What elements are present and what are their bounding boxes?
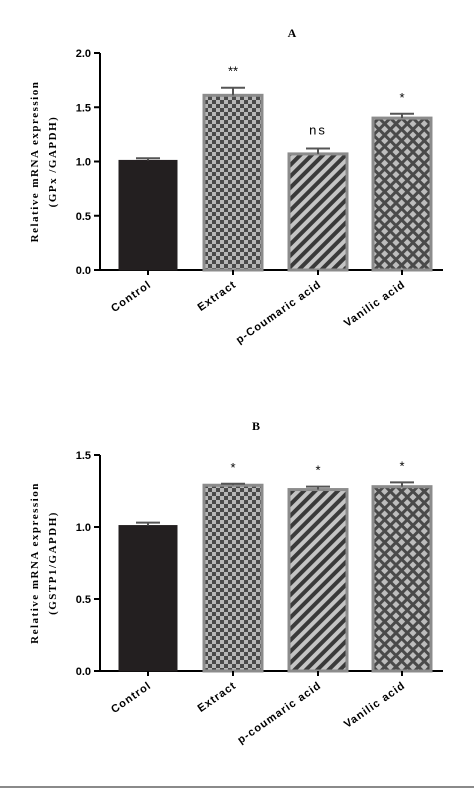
category-label: Control	[109, 680, 154, 716]
bar-extract	[202, 483, 264, 673]
category-label: Control	[109, 279, 154, 315]
y-tick-label: 0.0	[76, 265, 91, 277]
significance-label: **	[228, 64, 238, 79]
significance-label: *	[399, 458, 404, 473]
bar-control	[118, 159, 178, 271]
significance-label: *	[315, 463, 320, 478]
category-label: Vanilic acid	[342, 279, 408, 330]
y-tick-label: 2.0	[76, 48, 91, 60]
significance-label: *	[230, 460, 235, 475]
y-axis-label-line: Relative mRNA expression	[29, 482, 41, 644]
chart-b: B Relative mRNA expression (GSTP1/GAPDH) 0.…	[29, 419, 443, 746]
y-tick-label: 1.0	[76, 522, 91, 534]
bar-p-coumaric-acid	[287, 152, 349, 272]
y-axis-label-line: (GPx /GAPDH)	[47, 116, 59, 208]
bar-vanilic-acid	[371, 485, 433, 673]
bar-extract	[202, 93, 264, 272]
y-tick-label: 0.5	[76, 211, 91, 223]
bar-control	[118, 525, 178, 672]
chart-title: B	[252, 419, 260, 433]
bar-vanilic-acid	[371, 116, 433, 272]
chart-title: A	[288, 26, 297, 40]
y-tick-label: 1.0	[76, 157, 91, 169]
category-label: p-Coumaric acid	[234, 279, 324, 347]
chart-a: A Relative mRNA expression (GPx /GAPDH) 0.0…	[29, 26, 443, 346]
category-label: p-coumaric acid	[235, 680, 323, 747]
y-tick-label: 1.5	[76, 102, 91, 114]
category-label: Vanilic acid	[342, 680, 408, 731]
significance-label: *	[399, 90, 404, 105]
bar-p-coumaric-acid	[287, 488, 349, 673]
y-tick-label: 1.5	[76, 450, 91, 462]
y-axis-label-line: (GSTP1/GAPDH)	[47, 511, 59, 615]
category-label: Extract	[196, 279, 239, 314]
category-label: Extract	[196, 680, 239, 715]
bottom-rule	[0, 786, 474, 788]
significance-label: ns	[309, 122, 327, 137]
y-axis-label-line: Relative mRNA expression	[29, 81, 41, 243]
y-tick-label: 0.5	[76, 594, 91, 606]
y-tick-label: 0.0	[76, 666, 91, 678]
